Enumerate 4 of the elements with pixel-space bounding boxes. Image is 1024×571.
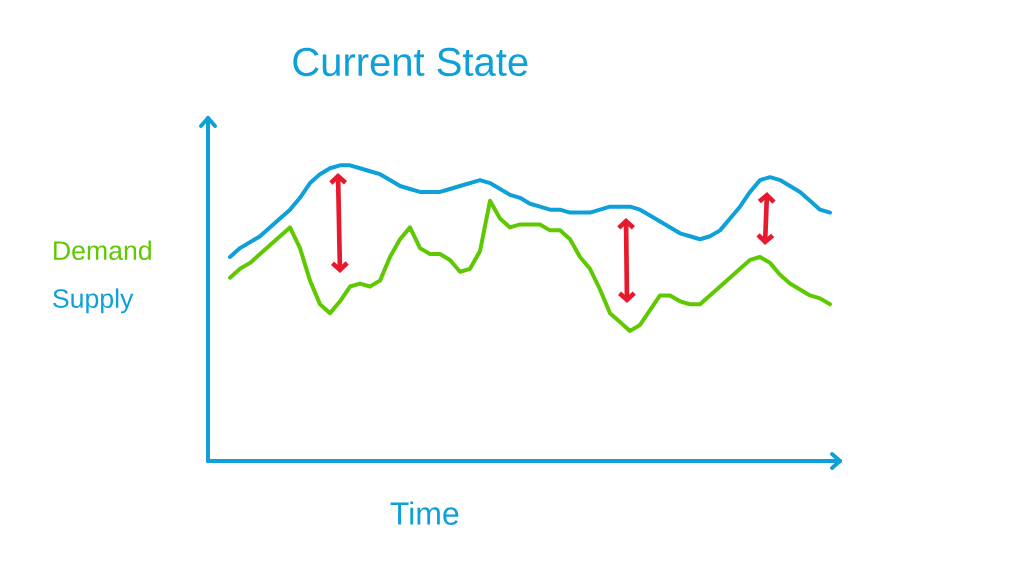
text: Demand [54,240,151,261]
text: Supply [53,288,134,314]
chart-title: Current State [293,47,528,77]
x-axis-title: Time [390,501,459,525]
